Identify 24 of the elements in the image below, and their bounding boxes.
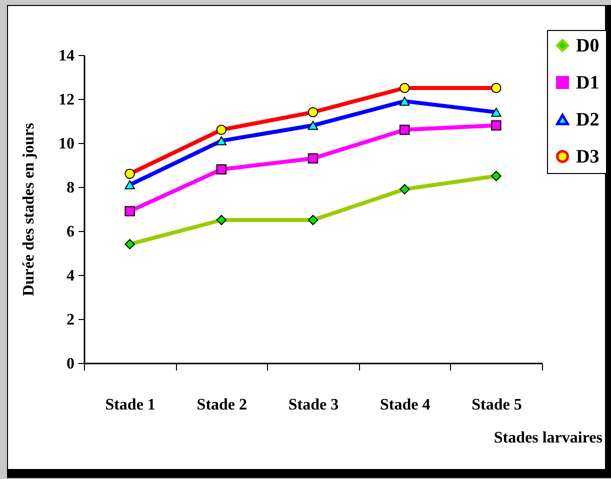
y-tick-label: 14 <box>58 48 74 64</box>
x-tick-label: Stade 3 <box>288 396 339 414</box>
point <box>399 124 410 135</box>
y-tick-label: 12 <box>58 92 74 108</box>
y-tick-label: 0 <box>66 356 74 372</box>
point <box>491 120 502 131</box>
x-tick-label: Stade 4 <box>380 396 430 414</box>
x-tick-label: Stade 5 <box>472 396 522 414</box>
point <box>216 164 227 175</box>
legend-label: D2 <box>576 110 600 130</box>
y-tick-label: 4 <box>66 268 74 284</box>
x-axis-title: Stades larvaires <box>494 430 602 446</box>
y-axis-title: Durée des stades en jours <box>20 122 38 296</box>
point <box>124 206 135 216</box>
legend-label: D1 <box>576 72 600 94</box>
x-tick-label: Stade 1 <box>105 396 156 414</box>
legend-label: D0 <box>576 36 600 56</box>
y-tick-label: 10 <box>58 136 74 152</box>
legend-label: D3 <box>576 146 600 168</box>
y-tick-label: 8 <box>66 180 74 196</box>
x-tick-label: Stade 2 <box>196 396 248 414</box>
point <box>308 153 318 164</box>
y-tick-label: 6 <box>66 224 74 240</box>
y-tick-label: 2 <box>66 312 74 328</box>
